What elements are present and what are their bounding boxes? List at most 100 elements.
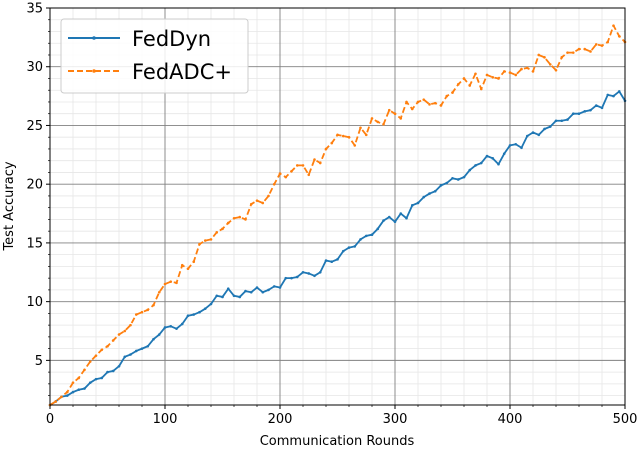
data-point-feddyn — [134, 349, 138, 353]
y-axis-ticks: 5 10 15 20 25 30 35 — [26, 2, 50, 396]
data-point-feddyn — [71, 390, 75, 394]
data-point-feddyn — [106, 370, 109, 374]
data-point-feddyn — [111, 369, 115, 373]
data-point-fedadc — [83, 368, 86, 372]
data-point-feddyn — [583, 110, 587, 113]
data-point-feddyn — [364, 234, 368, 238]
data-point-fedadc — [117, 333, 121, 336]
data-point-fedadc — [341, 134, 345, 138]
data-point-fedadc — [433, 101, 437, 105]
data-point-feddyn — [353, 245, 357, 248]
data-point-fedadc — [232, 216, 236, 220]
data-point-fedadc — [451, 91, 454, 94]
legend-label-fedadc: FedADC+ — [132, 60, 232, 84]
data-point-feddyn — [589, 108, 592, 112]
data-point-fedadc — [560, 56, 564, 59]
data-point-fedadc — [169, 280, 173, 283]
data-point-fedadc — [399, 117, 403, 120]
data-point-feddyn — [537, 133, 541, 137]
data-point-feddyn — [612, 94, 615, 98]
data-point-fedadc — [364, 133, 368, 137]
data-point-fedadc — [157, 290, 161, 294]
data-point-fedadc — [111, 339, 115, 342]
data-point-feddyn — [146, 344, 150, 348]
data-point-feddyn — [163, 326, 167, 329]
y-tick-label: 25 — [26, 119, 43, 134]
data-point-feddyn — [169, 325, 173, 328]
data-point-feddyn — [301, 270, 305, 274]
data-point-fedadc — [60, 395, 63, 399]
y-axis-label: Test Accuracy — [2, 161, 17, 251]
data-point-fedadc — [134, 313, 138, 316]
data-point-fedadc — [479, 87, 483, 91]
data-point-fedadc — [548, 63, 552, 66]
data-point-fedadc — [140, 310, 144, 314]
data-point-fedadc — [600, 44, 604, 47]
data-point-fedadc — [370, 117, 374, 120]
x-tick-label: 0 — [46, 412, 54, 427]
data-point-feddyn — [324, 259, 328, 262]
data-point-feddyn — [100, 376, 104, 380]
data-point-feddyn — [94, 377, 98, 381]
data-point-fedadc — [175, 281, 178, 285]
data-point-fedadc — [221, 227, 224, 231]
data-point-fedadc — [267, 194, 270, 198]
data-point-feddyn — [238, 295, 242, 299]
data-point-feddyn — [462, 175, 466, 179]
data-point-fedadc — [123, 329, 127, 333]
x-tick-label: 100 — [153, 412, 178, 427]
data-point-fedadc — [456, 83, 460, 86]
data-point-fedadc — [94, 354, 98, 357]
x-tick-label: 200 — [268, 412, 293, 427]
y-tick-label: 5 — [35, 354, 43, 369]
data-point-feddyn — [232, 294, 236, 298]
data-point-fedadc — [502, 70, 506, 73]
data-point-feddyn — [594, 104, 598, 107]
data-point-feddyn — [502, 152, 506, 155]
data-point-feddyn — [577, 112, 581, 116]
data-point-feddyn — [439, 184, 443, 187]
data-point-feddyn — [318, 270, 322, 274]
data-point-feddyn — [336, 258, 339, 261]
data-point-feddyn — [140, 347, 144, 350]
data-point-fedadc — [180, 263, 184, 267]
data-point-fedadc — [318, 161, 322, 165]
data-point-fedadc — [428, 103, 431, 106]
data-point-feddyn — [445, 181, 449, 185]
legend-marker-feddyn — [92, 36, 96, 40]
data-point-fedadc — [71, 381, 75, 384]
data-point-feddyn — [520, 146, 523, 150]
legend: FedDyn FedADC+ — [60, 18, 249, 94]
y-tick-label: 10 — [26, 295, 43, 310]
data-point-feddyn — [428, 192, 431, 195]
data-point-feddyn — [359, 238, 362, 241]
data-point-fedadc — [301, 164, 305, 167]
data-point-feddyn — [393, 220, 397, 224]
data-point-feddyn — [606, 93, 610, 97]
data-point-feddyn — [77, 388, 81, 392]
data-point-feddyn — [479, 161, 483, 165]
data-point-fedadc — [589, 50, 592, 53]
data-point-fedadc — [422, 98, 426, 101]
axes-frame — [49, 7, 626, 406]
x-axis-label: Communication Rounds — [260, 434, 415, 449]
data-point-fedadc — [554, 68, 558, 72]
data-point-fedadc — [359, 126, 362, 130]
data-point-feddyn — [65, 394, 69, 397]
x-tick-label: 500 — [613, 412, 638, 427]
data-point-feddyn — [531, 131, 535, 134]
data-point-feddyn — [617, 90, 621, 93]
data-point-fedadc — [474, 72, 477, 76]
data-point-fedadc — [272, 182, 276, 186]
data-point-fedadc — [566, 51, 569, 54]
data-point-feddyn — [600, 106, 604, 110]
data-point-feddyn — [278, 286, 282, 289]
data-point-fedadc — [491, 75, 495, 79]
data-point-fedadc — [485, 73, 489, 77]
data-point-feddyn — [399, 212, 403, 215]
x-tick-label: 400 — [498, 412, 523, 427]
data-point-feddyn — [433, 189, 437, 193]
data-point-fedadc — [77, 376, 81, 380]
data-point-fedadc — [606, 40, 610, 44]
data-point-fedadc — [405, 100, 408, 104]
